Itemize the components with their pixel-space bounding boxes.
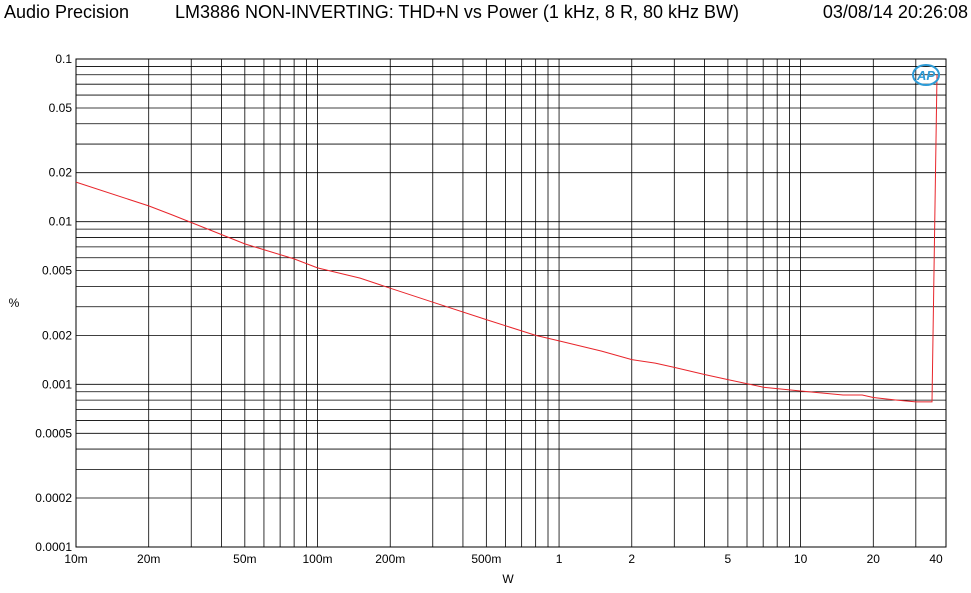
y-tick-label: 0.02 — [49, 166, 73, 180]
x-tick-label: 10 — [794, 552, 808, 566]
chart-title: LM3886 NON-INVERTING: THD+N vs Power (1 … — [175, 2, 739, 22]
series-line-thdn — [75, 74, 938, 403]
x-tick-label: 2 — [628, 552, 635, 566]
x-tick-labels: 10m 20m 50m 100m 200m 500m 1 2 5 10 20 40 — [64, 552, 943, 566]
y-tick-labels: 0.1 0.05 0.02 0.01 0.005 0.002 0.001 0.0005 0.00… — [35, 52, 72, 554]
x-tick-label: 40 — [929, 552, 943, 566]
x-tick-label: 5 — [725, 552, 732, 566]
grid-lines — [76, 59, 946, 547]
x-tick-label: 1 — [556, 552, 563, 566]
ap-logo-icon: AP — [912, 64, 940, 86]
x-tick-label: 20m — [137, 552, 160, 566]
y-tick-label: 0.0005 — [35, 426, 72, 440]
plot-frame — [75, 58, 947, 548]
y-tick-label: 0.1 — [55, 52, 72, 66]
y-tick-label: 0.001 — [42, 377, 72, 391]
x-tick-label: 500m — [471, 552, 501, 566]
ap-logo-text: AP — [916, 68, 935, 83]
y-tick-label: 0.002 — [42, 328, 72, 342]
x-tick-label: 50m — [233, 552, 256, 566]
y-tick-label: 0.0001 — [35, 540, 72, 554]
timestamp: 03/08/14 20:26:08 — [822, 2, 968, 22]
x-axis-label: W — [502, 572, 514, 586]
y-tick-label: 0.005 — [42, 264, 72, 278]
y-tick-label: 0.05 — [49, 101, 73, 115]
x-tick-label: 10m — [64, 552, 87, 566]
x-tick-label: 100m — [303, 552, 333, 566]
y-tick-label: 0.01 — [49, 215, 73, 229]
y-tick-label: 0.0002 — [35, 491, 72, 505]
x-tick-label: 200m — [375, 552, 405, 566]
brand-label: Audio Precision — [4, 2, 130, 22]
y-axis-label: % — [9, 296, 20, 310]
x-tick-label: 20 — [867, 552, 881, 566]
